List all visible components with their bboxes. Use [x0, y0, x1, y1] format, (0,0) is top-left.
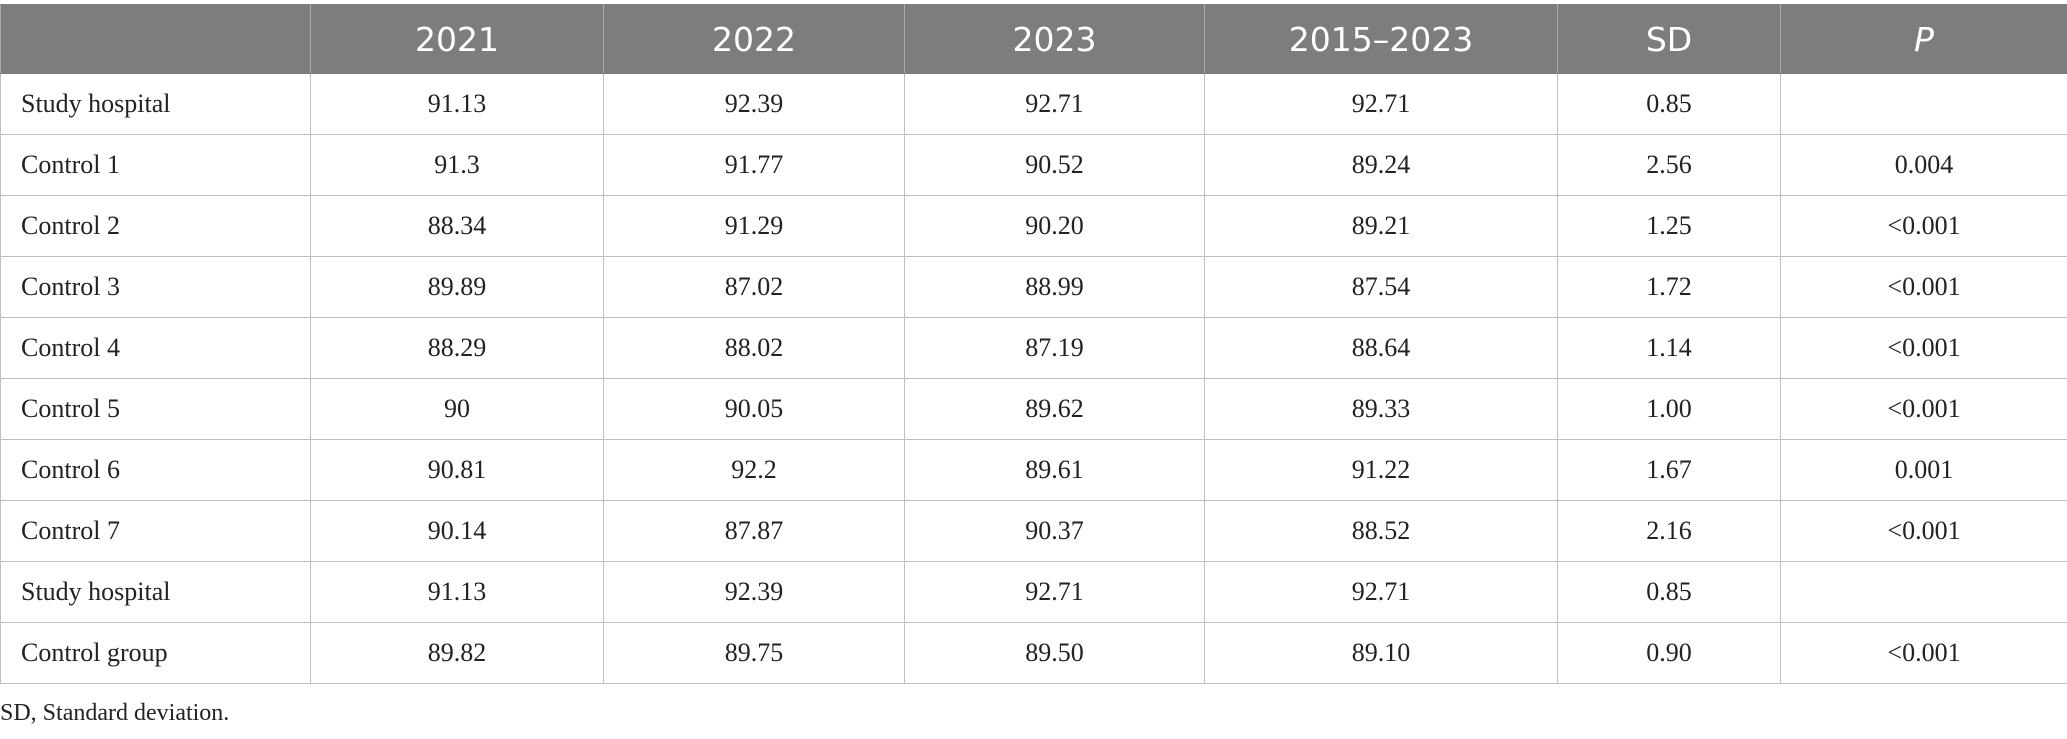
header-cell-label — [0, 4, 311, 74]
cell-2022: 87.02 — [603, 256, 905, 318]
cell-sd: 1.14 — [1557, 317, 1781, 379]
cell-sd: 0.85 — [1557, 561, 1781, 623]
table-row: Control 5 90 90.05 89.62 89.33 1.00 <0.0… — [0, 378, 2067, 440]
cell-p: <0.001 — [1780, 256, 2067, 318]
row-label: Control 7 — [0, 500, 311, 562]
cell-2023: 90.37 — [904, 500, 1205, 562]
data-table: 2021 2022 2023 2015–2023 SD P Study hosp… — [0, 4, 2067, 684]
cell-2023: 89.61 — [904, 439, 1205, 501]
cell-2022: 91.29 — [603, 195, 905, 257]
table-body: Study hospital 91.13 92.39 92.71 92.71 0… — [0, 73, 2067, 684]
row-label: Control 5 — [0, 378, 311, 440]
header-cell-2021: 2021 — [310, 4, 604, 74]
row-label: Control group — [0, 622, 311, 684]
cell-p: <0.001 — [1780, 195, 2067, 257]
cell-2022: 92.39 — [603, 73, 905, 135]
cell-sd: 2.16 — [1557, 500, 1781, 562]
row-label: Control 2 — [0, 195, 311, 257]
cell-2021: 89.89 — [310, 256, 604, 318]
cell-2015-2023: 89.24 — [1204, 134, 1558, 196]
row-label: Control 6 — [0, 439, 311, 501]
cell-p: <0.001 — [1780, 378, 2067, 440]
table-row: Control 1 91.3 91.77 90.52 89.24 2.56 0.… — [0, 134, 2067, 196]
header-cell-2022: 2022 — [603, 4, 905, 74]
cell-2022: 90.05 — [603, 378, 905, 440]
row-label: Control 4 — [0, 317, 311, 379]
cell-p — [1780, 561, 2067, 623]
cell-sd: 1.67 — [1557, 439, 1781, 501]
table-footnote: SD, Standard deviation. — [0, 700, 230, 726]
cell-2021: 91.13 — [310, 561, 604, 623]
table-row: Study hospital 91.13 92.39 92.71 92.71 0… — [0, 73, 2067, 135]
cell-2021: 88.29 — [310, 317, 604, 379]
cell-p — [1780, 73, 2067, 135]
cell-2022: 88.02 — [603, 317, 905, 379]
table-header: 2021 2022 2023 2015–2023 SD P — [0, 4, 2067, 74]
cell-sd: 0.90 — [1557, 622, 1781, 684]
cell-sd: 2.56 — [1557, 134, 1781, 196]
cell-2023: 90.52 — [904, 134, 1205, 196]
cell-2015-2023: 89.21 — [1204, 195, 1558, 257]
cell-2022: 92.2 — [603, 439, 905, 501]
header-cell-2023: 2023 — [904, 4, 1205, 74]
cell-p: <0.001 — [1780, 317, 2067, 379]
cell-2021: 91.3 — [310, 134, 604, 196]
cell-2023: 92.71 — [904, 73, 1205, 135]
cell-2015-2023: 89.33 — [1204, 378, 1558, 440]
cell-sd: 1.72 — [1557, 256, 1781, 318]
table-row: Control 7 90.14 87.87 90.37 88.52 2.16 <… — [0, 500, 2067, 562]
cell-p: <0.001 — [1780, 500, 2067, 562]
cell-2015-2023: 89.10 — [1204, 622, 1558, 684]
cell-p: 0.004 — [1780, 134, 2067, 196]
cell-2015-2023: 92.71 — [1204, 73, 1558, 135]
row-label: Study hospital — [0, 73, 311, 135]
cell-2022: 92.39 — [603, 561, 905, 623]
table-row: Study hospital 91.13 92.39 92.71 92.71 0… — [0, 561, 2067, 623]
cell-2022: 87.87 — [603, 500, 905, 562]
cell-p: <0.001 — [1780, 622, 2067, 684]
cell-2022: 91.77 — [603, 134, 905, 196]
table-row: Control group 89.82 89.75 89.50 89.10 0.… — [0, 622, 2067, 684]
cell-2023: 90.20 — [904, 195, 1205, 257]
data-table-container: 2021 2022 2023 2015–2023 SD P Study hosp… — [0, 4, 2067, 684]
table-row: Control 6 90.81 92.2 89.61 91.22 1.67 0.… — [0, 439, 2067, 501]
cell-sd: 1.25 — [1557, 195, 1781, 257]
cell-2023: 87.19 — [904, 317, 1205, 379]
cell-2023: 89.50 — [904, 622, 1205, 684]
cell-2021: 90.81 — [310, 439, 604, 501]
cell-2015-2023: 87.54 — [1204, 256, 1558, 318]
cell-2015-2023: 88.52 — [1204, 500, 1558, 562]
table-row: Control 2 88.34 91.29 90.20 89.21 1.25 <… — [0, 195, 2067, 257]
cell-2023: 92.71 — [904, 561, 1205, 623]
header-cell-p: P — [1780, 4, 2067, 74]
cell-2021: 90.14 — [310, 500, 604, 562]
header-cell-2015-2023: 2015–2023 — [1204, 4, 1558, 74]
cell-p: 0.001 — [1780, 439, 2067, 501]
cell-2023: 88.99 — [904, 256, 1205, 318]
cell-sd: 1.00 — [1557, 378, 1781, 440]
cell-2021: 88.34 — [310, 195, 604, 257]
header-cell-sd: SD — [1557, 4, 1781, 74]
table-row: Control 3 89.89 87.02 88.99 87.54 1.72 <… — [0, 256, 2067, 318]
table-row: Control 4 88.29 88.02 87.19 88.64 1.14 <… — [0, 317, 2067, 379]
header-row: 2021 2022 2023 2015–2023 SD P — [0, 4, 2067, 74]
cell-2023: 89.62 — [904, 378, 1205, 440]
row-label: Control 1 — [0, 134, 311, 196]
cell-sd: 0.85 — [1557, 73, 1781, 135]
row-label: Study hospital — [0, 561, 311, 623]
row-label: Control 3 — [0, 256, 311, 318]
cell-2015-2023: 88.64 — [1204, 317, 1558, 379]
cell-2021: 91.13 — [310, 73, 604, 135]
cell-2015-2023: 92.71 — [1204, 561, 1558, 623]
cell-2021: 89.82 — [310, 622, 604, 684]
cell-2021: 90 — [310, 378, 604, 440]
cell-2015-2023: 91.22 — [1204, 439, 1558, 501]
cell-2022: 89.75 — [603, 622, 905, 684]
